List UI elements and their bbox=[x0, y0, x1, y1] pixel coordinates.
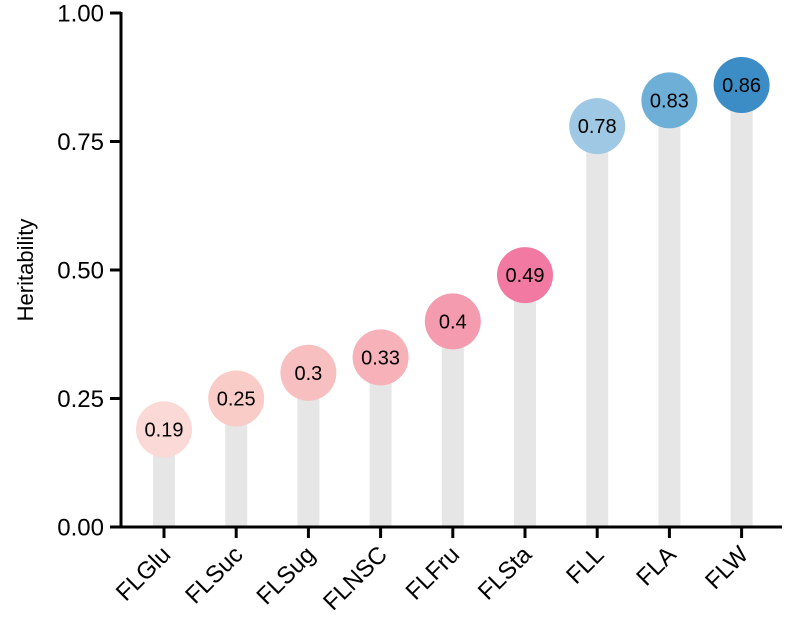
x-tick-label: FLFru bbox=[401, 541, 465, 605]
x-tick-label: FLA bbox=[631, 541, 681, 591]
data-label: 0.25 bbox=[217, 389, 256, 411]
x-tick-label: FLSug bbox=[252, 541, 321, 610]
lollipop-point bbox=[497, 247, 553, 304]
lollipop-point bbox=[352, 329, 409, 386]
stems-layer bbox=[153, 84, 753, 528]
lollipop-point bbox=[713, 56, 770, 113]
x-tick-label: FLW bbox=[700, 541, 754, 595]
lollipop-point bbox=[280, 344, 337, 401]
lollipop-stem bbox=[297, 372, 320, 527]
lollipop-point bbox=[136, 401, 192, 458]
data-label: 0.49 bbox=[506, 265, 545, 287]
data-label: 0.4 bbox=[439, 311, 467, 333]
x-tick-label: FLNSC bbox=[318, 541, 393, 616]
data-label: 0.83 bbox=[650, 90, 689, 112]
lollipop-stem bbox=[441, 321, 464, 527]
y-tick-label: 0.25 bbox=[57, 386, 104, 413]
y-tick-label: 0.75 bbox=[57, 129, 104, 156]
y-ticks-layer: 0.00 0.25 0.50 0.75 1.00 bbox=[57, 1, 121, 542]
x-tick-label: FLGlu bbox=[111, 541, 176, 606]
lollipop-stem bbox=[225, 398, 248, 527]
y-tick-label: 0.00 bbox=[57, 515, 104, 542]
y-axis-title: Heritability bbox=[13, 219, 38, 322]
data-label: 0.19 bbox=[145, 419, 184, 441]
data-label: 0.33 bbox=[361, 347, 400, 369]
lollipop-point bbox=[641, 72, 698, 129]
lollipop-point bbox=[569, 98, 626, 155]
x-tick-label: FLSta bbox=[473, 541, 538, 606]
points-layer: 0.19 0.25 0.3 0.33 0.4 0.49 0.78 0.83 0.86 bbox=[136, 56, 770, 458]
x-tick-label: FLSuc bbox=[180, 541, 248, 609]
x-tick-label: FLL bbox=[561, 541, 609, 589]
lollipop-stem bbox=[658, 100, 681, 527]
data-label: 0.78 bbox=[578, 116, 617, 138]
data-label: 0.3 bbox=[294, 363, 322, 385]
lollipop-point bbox=[208, 370, 265, 427]
lollipop-stem bbox=[514, 275, 536, 527]
lollipop-stem bbox=[369, 357, 392, 527]
lollipop-stem bbox=[586, 126, 609, 527]
y-tick-label: 0.50 bbox=[57, 258, 104, 285]
lollipop-point bbox=[424, 293, 481, 350]
y-tick-label: 1.00 bbox=[57, 1, 104, 28]
data-label: 0.86 bbox=[722, 75, 761, 97]
lollipop-stem bbox=[730, 84, 753, 528]
